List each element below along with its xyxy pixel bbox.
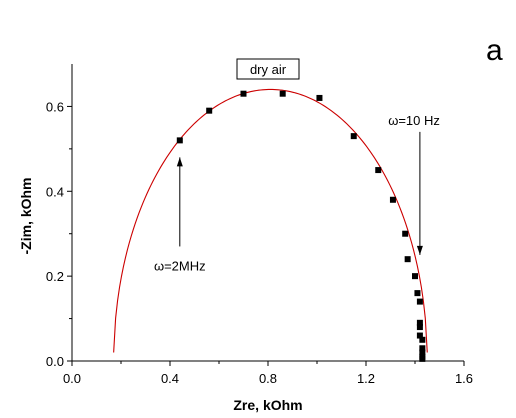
fit-curve-layer (113, 88, 428, 353)
data-point (389, 196, 396, 203)
data-point (416, 332, 423, 339)
data-point (240, 90, 247, 97)
data-point (404, 256, 411, 263)
data-point (419, 355, 426, 362)
title-box (236, 58, 300, 80)
data-point (350, 133, 357, 140)
data-point (402, 230, 409, 237)
data-point (419, 349, 426, 356)
data-point (419, 345, 426, 352)
y-tick-label: 0.6 (46, 99, 64, 114)
y-tick-label: 0.0 (46, 354, 64, 369)
data-point (206, 107, 213, 114)
annotation-label: ω=10 Hz (388, 113, 440, 128)
data-points-layer (176, 90, 426, 362)
x-tick-label: 0.8 (259, 371, 277, 386)
data-point (316, 94, 323, 101)
data-point (419, 336, 426, 343)
x-tick-label: 1.6 (455, 371, 473, 386)
data-point (176, 137, 183, 144)
x-tick-label: 1.2 (357, 371, 375, 386)
annotation-label: ω=2MHz (154, 258, 206, 273)
data-point (375, 167, 382, 174)
fit-curve (113, 88, 428, 353)
annotation-arrowhead (416, 245, 423, 255)
data-point (416, 324, 423, 331)
y-axis-title: -Zim, kOhm (18, 177, 34, 254)
data-point (279, 90, 286, 97)
data-point (414, 290, 421, 297)
axes: 0.0 0.4 0.8 1.2 1.6 0.0 0.2 0.4 0.6 (46, 64, 473, 386)
y-tick-label: 0.4 (46, 184, 64, 199)
data-point (416, 298, 423, 305)
data-point (416, 319, 423, 326)
annotation-arrowhead (176, 157, 183, 167)
x-tick-label: 0.0 (63, 371, 81, 386)
x-tick-label: 0.4 (161, 371, 179, 386)
panel-letter: a (486, 34, 503, 67)
data-point (412, 273, 418, 280)
x-axis-title: Zre, kOhm (233, 397, 302, 413)
annotations-layer: ω=2MHz ω=10 Hz (154, 113, 440, 274)
chart-title: dry air (250, 62, 287, 77)
y-tick-label: 0.2 (46, 269, 64, 284)
